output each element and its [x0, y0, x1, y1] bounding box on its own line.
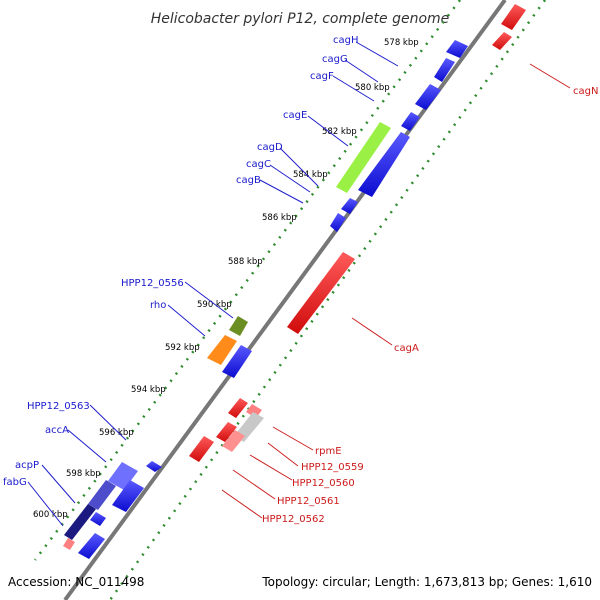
gene-HPP12_0563[interactable]	[108, 462, 138, 490]
label-HPP12_0562: HPP12_0562	[262, 514, 325, 525]
label-cagE: cagE	[283, 110, 307, 121]
label-fabG: fabG	[3, 477, 27, 488]
ruler-label-592: 592 kbp	[165, 343, 200, 353]
forward-leaders	[27, 41, 399, 527]
label-HPP12_0556: HPP12_0556	[121, 278, 184, 289]
gene-fabG-marker[interactable]	[63, 538, 75, 550]
ruler-label-584: 584 kbp	[293, 170, 328, 180]
gene-cagH[interactable]	[446, 40, 468, 58]
ruler-label-586: 586 kbp	[262, 213, 297, 223]
gene-HPP12_0561[interactable]	[216, 422, 237, 442]
reverse-genes	[189, 4, 526, 462]
forward-ruler-track	[34, 0, 461, 561]
label-cagB: cagB	[236, 175, 261, 186]
label-cagC: cagC	[246, 159, 271, 170]
label-HPP12_0559: HPP12_0559	[301, 462, 364, 473]
gene-HPP12_0562[interactable]	[189, 436, 214, 462]
gene-HPP12_0559[interactable]	[228, 398, 248, 418]
ruler-label-596: 596 kbp	[99, 428, 134, 438]
ruler-label-598: 598 kbp	[66, 469, 101, 479]
label-accA: accA	[45, 425, 69, 436]
gene-accA-shade[interactable]	[88, 480, 116, 510]
label-rho: rho	[150, 300, 166, 311]
gene-cagN-part[interactable]	[492, 32, 512, 50]
gene-cagD[interactable]	[358, 132, 410, 197]
gene-cagA[interactable]	[287, 252, 355, 334]
label-HPP12_0560: HPP12_0560	[292, 478, 355, 489]
gene-HPP12_0556[interactable]	[229, 316, 248, 336]
forward-genes	[63, 40, 468, 559]
gene-cagE-part[interactable]	[401, 112, 420, 131]
label-cagG: cagG	[322, 54, 348, 65]
ruler-label-600: 600 kbp	[33, 510, 68, 520]
gene-small-forward[interactable]	[146, 461, 162, 472]
label-cagN: cagN	[573, 86, 598, 97]
gene-cagG[interactable]	[434, 58, 455, 82]
gene-acpP[interactable]	[90, 512, 106, 526]
label-HPP12_0561: HPP12_0561	[277, 496, 340, 507]
ruler-labels: 578 kbp 580 kbp 582 kbp 584 kbp 586 kbp …	[33, 38, 419, 520]
label-cagA: cagA	[394, 343, 419, 354]
gene-cagF[interactable]	[415, 84, 441, 110]
gene-rho-adjacent[interactable]	[222, 345, 252, 378]
reverse-gene-labels: cagN cagA rpmE HPP12_0559 HPP12_0560 HPP…	[262, 86, 598, 525]
gene-fabG-adjacent[interactable]	[78, 533, 105, 559]
gene-cagB[interactable]	[330, 213, 346, 232]
reverse-ruler-track	[108, 0, 547, 600]
gene-rpmE[interactable]	[246, 404, 262, 418]
gene-cagC[interactable]	[341, 198, 358, 214]
forward-gene-labels: cagH cagG cagF cagE cagD cagC cagB HPP12…	[3, 35, 359, 488]
label-cagH: cagH	[333, 35, 359, 46]
gene-cagE[interactable]	[336, 122, 391, 193]
ruler-label-582: 582 kbp	[322, 127, 357, 137]
gene-fabG[interactable]	[64, 504, 96, 540]
ruler-label-590: 590 kbp	[197, 300, 232, 310]
topology-text: Topology: circular; Length: 1,673,813 bp…	[261, 575, 592, 589]
reverse-leaders	[221, 63, 571, 519]
gene-HPP12_0561-shade[interactable]	[222, 430, 245, 452]
page-title: Helicobacter pylori P12, complete genome	[151, 11, 450, 27]
label-cagD: cagD	[257, 142, 283, 153]
gene-rho[interactable]	[207, 335, 237, 365]
gene-accA[interactable]	[112, 480, 144, 512]
label-acpP: acpP	[15, 460, 39, 471]
accession-text: Accession: NC_011498	[8, 575, 144, 589]
ruler-label-578: 578 kbp	[384, 38, 419, 48]
label-rpmE: rpmE	[315, 446, 342, 457]
ruler-label-580: 580 kbp	[355, 83, 390, 93]
label-cagF: cagF	[310, 71, 334, 82]
gene-cagN[interactable]	[501, 4, 526, 30]
label-HPP12_0563: HPP12_0563	[27, 401, 90, 412]
ruler-label-594: 594 kbp	[131, 385, 166, 395]
ruler-label-588: 588 kbp	[228, 257, 263, 267]
